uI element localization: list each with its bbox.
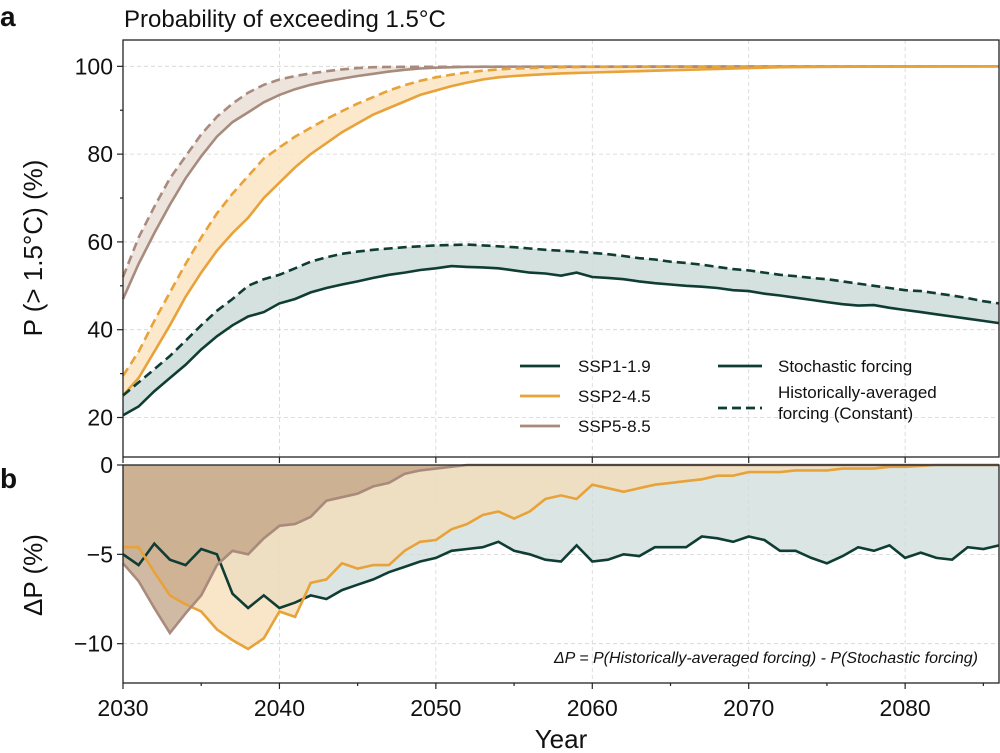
- line-constant-ssp5-8-5: [121, 65, 1000, 278]
- band-ssp1-1-9: [123, 244, 999, 416]
- legend: SSP1-1.9 SSP2-4.5 SSP5-8.5 Stochastic forci…: [520, 357, 937, 436]
- delta-p-annotation: ΔP = P(Historically-averaged forcing) - …: [553, 650, 978, 667]
- legend-label-ssp2-4-5: SSP2-4.5: [578, 387, 651, 406]
- legend-label-constant: Historically-averaged forcing (Constant): [778, 383, 937, 423]
- panel-letter-a: a: [0, 1, 16, 32]
- panel-a-y-tick-label-80: 80: [87, 141, 113, 167]
- delta-area-ssp2-4-5: [123, 465, 999, 649]
- panel-a-y-axis-label: P (> 1.5°C) (%): [18, 160, 48, 337]
- x-tick-label-2060: 2060: [567, 695, 618, 721]
- panel-b-lines: [122, 463, 1000, 651]
- line-stochastic-ssp2-4-5: [122, 65, 1000, 397]
- chart-title: Probability of exceeding 1.5°C: [124, 6, 446, 33]
- panel-a-fills: [123, 66, 999, 416]
- panel-b-frame: [122, 464, 1000, 684]
- x-tick-label-2030: 2030: [97, 695, 148, 721]
- x-axis-label: Year: [535, 724, 588, 753]
- panel-a-y-tick-label-100: 100: [75, 53, 113, 79]
- delta-line-ssp1-1-9: [122, 535, 1000, 610]
- legend-label-stochastic: Stochastic forcing: [778, 357, 912, 376]
- panel-b-fills: [123, 465, 999, 649]
- delta-area-ssp5-8-5: [123, 465, 999, 633]
- legend-label-ssp1-1-9: SSP1-1.9: [578, 357, 651, 376]
- x-tick-label-2050: 2050: [410, 695, 461, 721]
- x-tick-label-2070: 2070: [723, 695, 774, 721]
- panel-b-y-tick-label-1: −5: [87, 541, 113, 567]
- legend-label-ssp5-8-5: SSP5-8.5: [578, 417, 651, 436]
- panel-b-y-axis-label: ΔP (%): [18, 534, 48, 616]
- line-stochastic-ssp5-8-5: [121, 65, 1000, 300]
- panel-a-frame: [122, 39, 1000, 458]
- panel-a-axes: 20 40 60 80 100: [75, 53, 906, 463]
- x-tick-label-2040: 2040: [254, 695, 305, 721]
- band-ssp2-4-5: [123, 66, 999, 396]
- x-tick-label-2080: 2080: [880, 695, 931, 721]
- line-constant-ssp1-1-9: [122, 243, 1000, 397]
- panel-b-y-tick-label-0: 0: [100, 452, 113, 478]
- panel-b-axes: 0 −5 −10 2030 2040 2050 2060 2070 2080: [74, 452, 984, 721]
- panel-a-y-tick-label-60: 60: [87, 229, 113, 255]
- panel-a-y-tick-label-40: 40: [87, 317, 113, 343]
- line-stochastic-ssp1-1-9: [122, 264, 1000, 417]
- delta-line-ssp2-4-5: [123, 463, 999, 651]
- panel-a-lines: [121, 65, 1000, 417]
- panel-a-y-tick-label-20: 20: [87, 404, 113, 430]
- delta-line-ssp5-8-5: [122, 463, 999, 636]
- panel-b-y-tick-label-2: −10: [74, 631, 113, 657]
- panel-letter-b: b: [0, 463, 17, 494]
